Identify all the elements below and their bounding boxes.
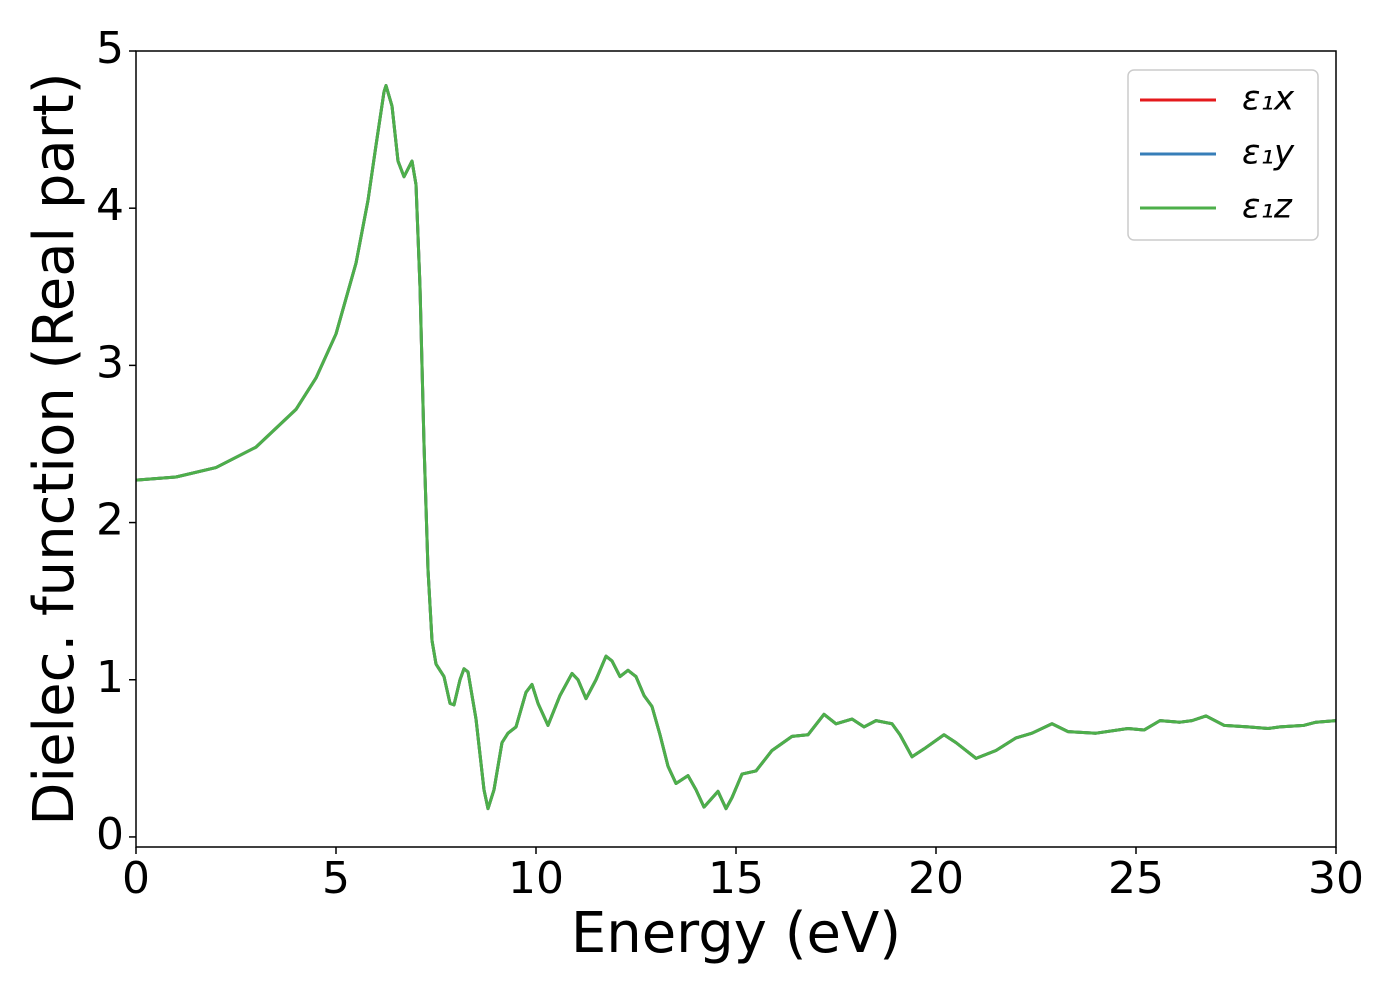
y-tick-label: 0	[96, 809, 124, 860]
y-tick-label: 1	[96, 652, 124, 703]
legend-label: ε₁x	[1242, 79, 1295, 119]
legend-label: ε₁y	[1242, 133, 1295, 173]
plot-frame	[135, 50, 1337, 848]
x-tick-label: 5	[322, 853, 350, 904]
x-tick-label: 20	[908, 853, 964, 904]
x-tick-label: 0	[122, 853, 150, 904]
y-tick-label: 4	[96, 180, 124, 231]
y-tick-label: 5	[96, 23, 124, 74]
data-line	[135, 84, 1337, 811]
x-tick-label: 25	[1108, 853, 1164, 904]
y-tick-label: 3	[96, 337, 124, 388]
x-axis-label: Energy (eV)	[571, 901, 901, 966]
y-tick-label: 2	[96, 495, 124, 546]
x-tick-label: 30	[1308, 853, 1364, 904]
x-tick-label: 15	[708, 853, 764, 904]
legend-box	[1127, 69, 1319, 241]
x-tick-label: 10	[508, 853, 564, 904]
y-axis-label: Dielec. function (Real part)	[22, 72, 87, 825]
legend-label: ε₁z	[1242, 187, 1293, 227]
